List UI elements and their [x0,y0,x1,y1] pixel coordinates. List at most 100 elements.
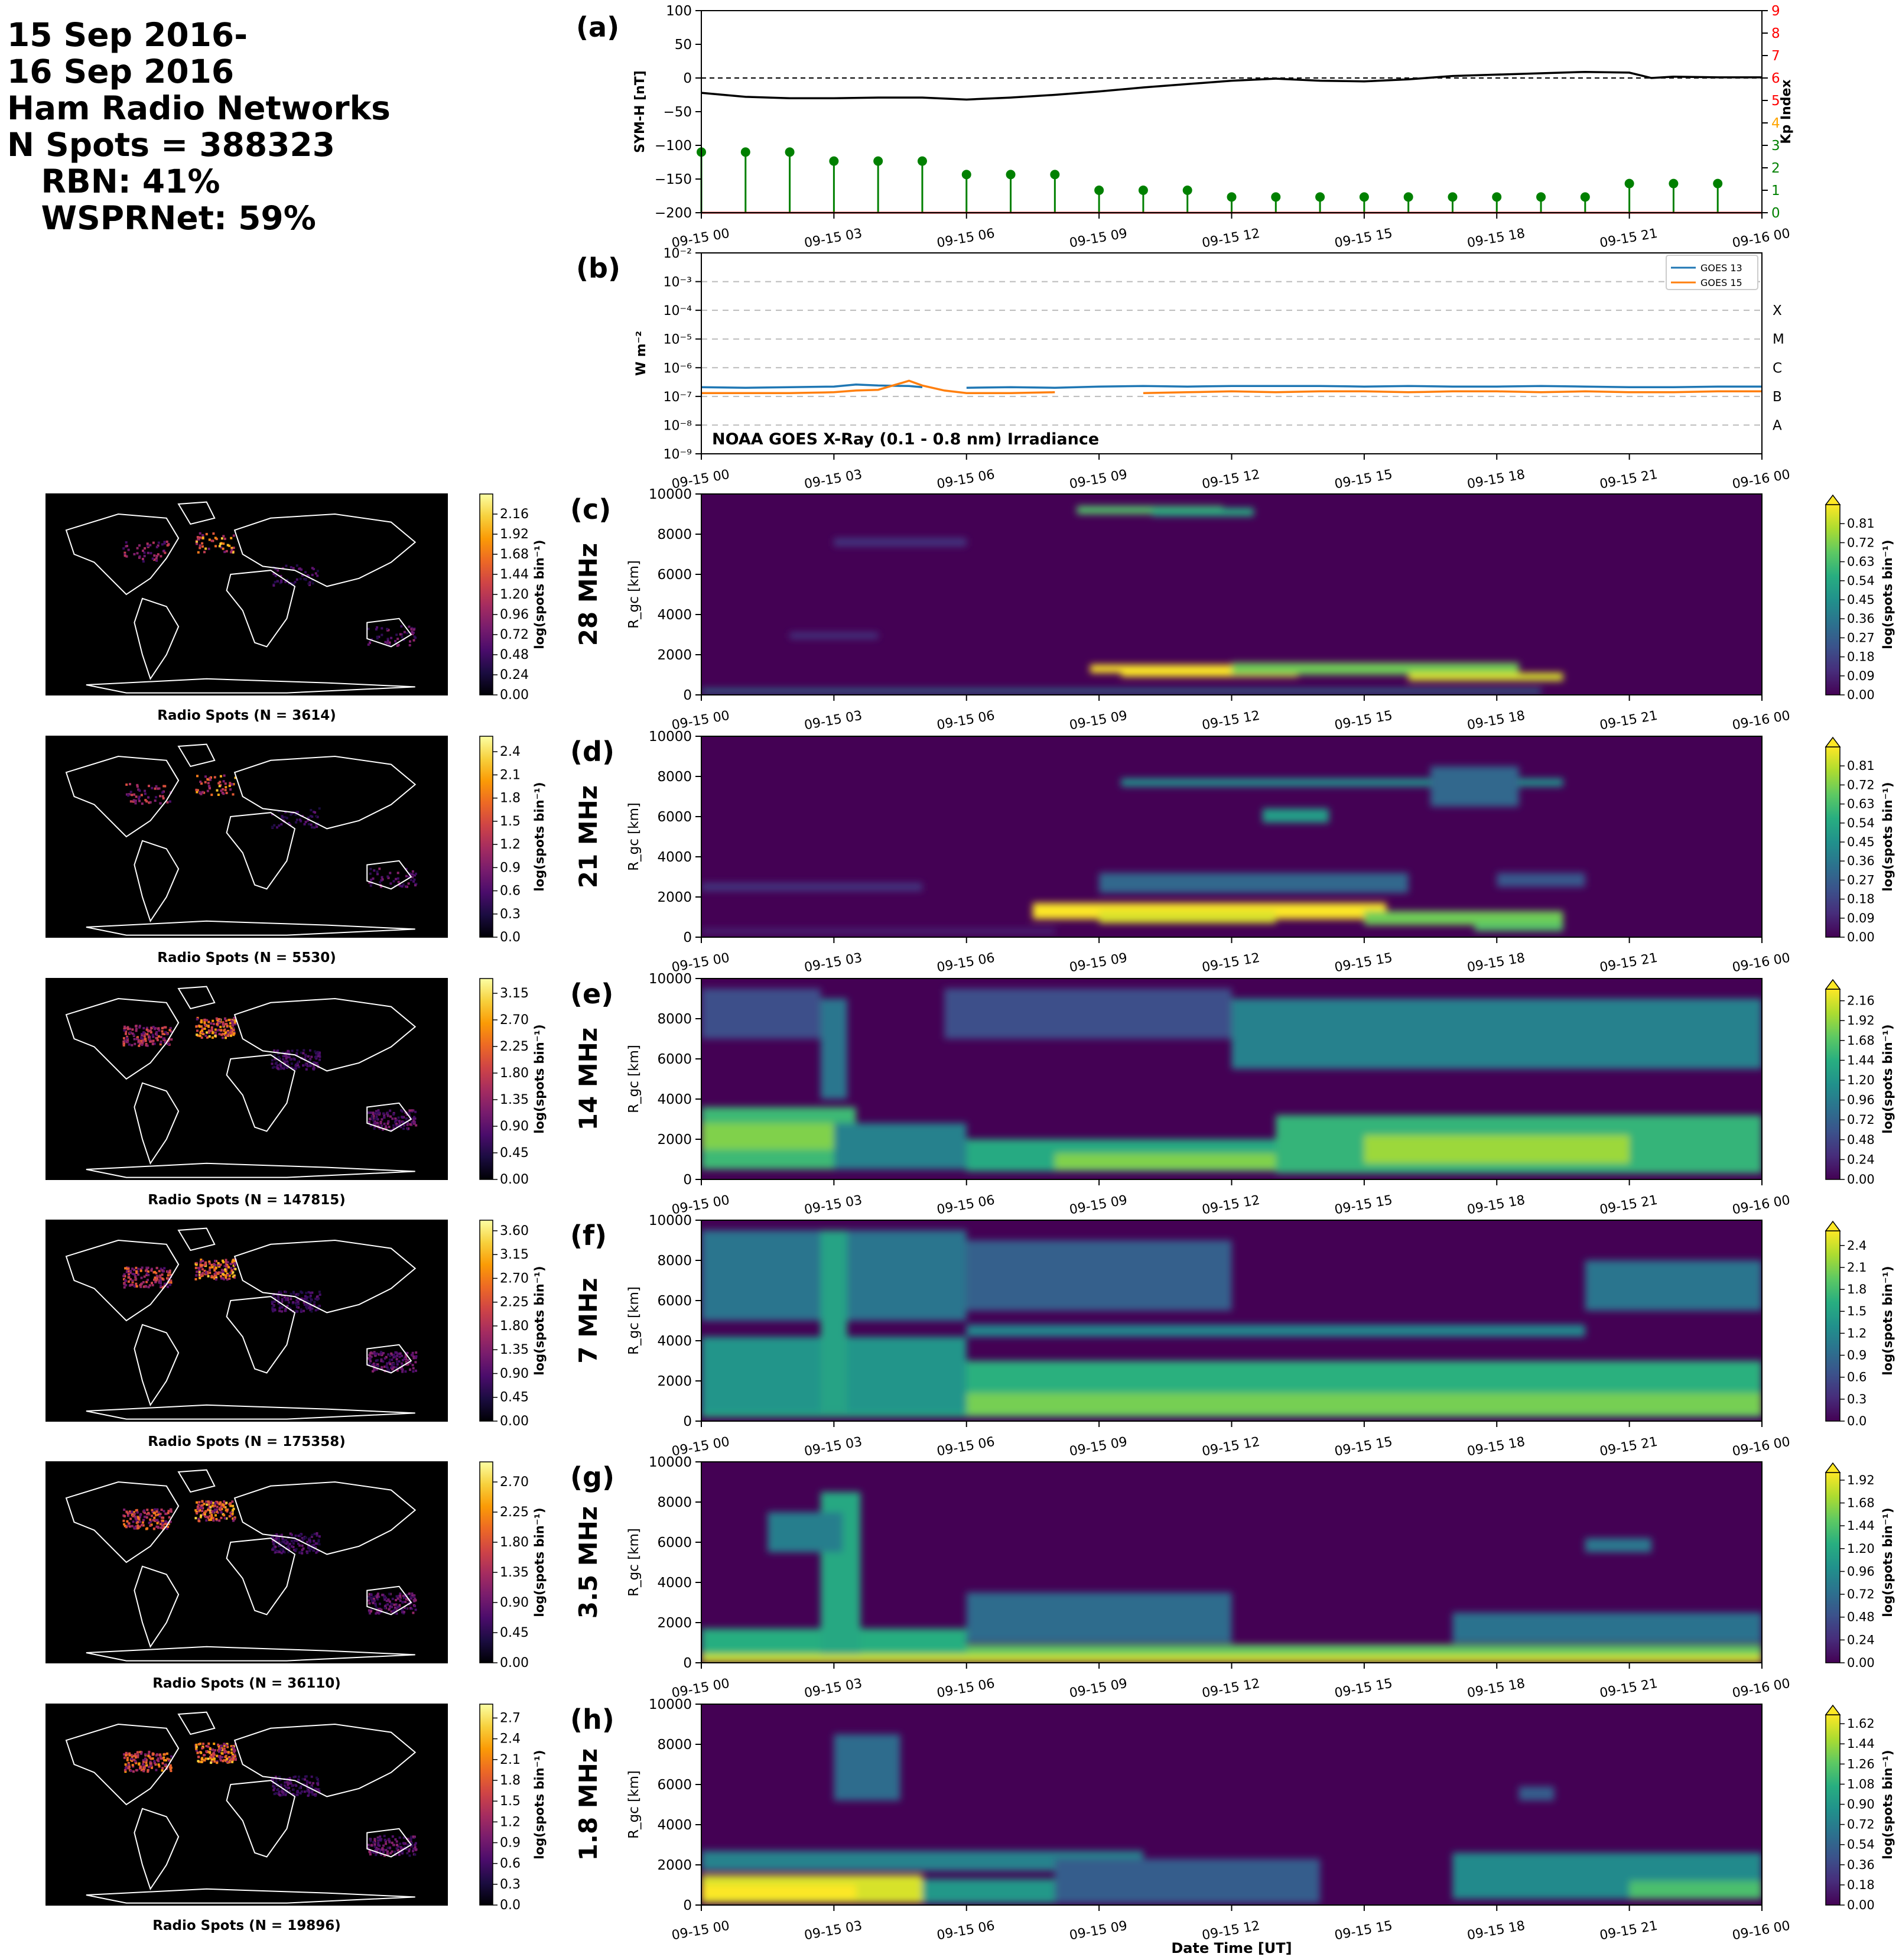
map-spot [212,1517,214,1520]
y-tick-label: 10⁻⁹ [664,447,692,462]
map-spot [218,1519,221,1522]
map-colorbar [479,1461,493,1663]
map-spot [149,801,152,804]
colorbar-tick-label: 0.00 [1847,1172,1875,1187]
map-spot [157,1520,160,1523]
map-spot [408,1113,411,1116]
map-spot [233,1260,236,1263]
map-spot [231,1753,234,1756]
y-tick-label: 6000 [657,1535,692,1551]
map-spot [213,1267,216,1270]
map-spot [162,1516,165,1519]
map-spot [284,1065,287,1068]
header-rbn-share: RBN: 41% [7,162,220,200]
map-spot [134,802,137,805]
map-spot [201,545,204,548]
map-spot [197,1517,200,1520]
map-spot [297,1775,300,1778]
map-spot [388,1838,391,1841]
map-spot [142,1032,145,1035]
x-tick-label: 09-15 18 [1466,226,1526,251]
map-spot [377,1365,379,1368]
map-spot [380,1358,383,1361]
map-spot [152,1035,155,1038]
map-spot [414,872,417,875]
map-spot [388,641,391,644]
map-spot [299,1534,302,1537]
map-coastline [233,1239,417,1314]
map-spot [391,1353,394,1356]
map-spot [220,546,223,549]
map-spot [208,1035,211,1038]
map-spot [369,1124,372,1127]
map-spot [307,817,310,819]
map-spot [212,1019,214,1022]
map-spot [375,628,378,631]
map-spot [163,1526,166,1529]
map-spot [394,1606,396,1609]
map-spot [130,1512,133,1514]
map-spot [294,1775,297,1778]
map-spot [409,1369,411,1371]
map-spot [232,1504,235,1507]
map-spot [298,818,301,821]
map-spot [129,783,131,785]
map-spot [311,579,314,581]
map-spot [278,1776,281,1779]
colorbar-tick-label: 0.72 [1847,1113,1875,1127]
map-colorbar-tick-label: 0.45 [500,1626,529,1640]
map-spot [402,638,405,641]
map-spot [401,1362,404,1365]
map-spot [401,1359,404,1361]
map-coastline [226,812,296,890]
map-colorbar-tick-label: 0.45 [500,1146,529,1161]
map-spot [224,789,227,792]
map-spot [129,1769,132,1772]
map-spot [304,1054,307,1057]
y-tick-label: −200 [655,206,692,221]
map-spot [411,1351,414,1354]
map-spot [395,1603,398,1606]
map-spot [230,1745,233,1748]
heatmap-cell [834,1123,967,1169]
map-spot [141,1266,144,1269]
map-spot [389,1358,391,1361]
map-spot [127,794,130,797]
map-spot [125,1284,128,1287]
map-colorbar-tick-label: 3.15 [500,1247,529,1262]
map-spot [213,1760,216,1763]
colorbar-extend-arrow [1825,1704,1841,1715]
map-spot [140,1751,143,1754]
map-spot [143,1764,146,1767]
map-spot [200,1510,203,1512]
colorbar-label: log(spots bin⁻¹) [1881,1507,1895,1617]
colorbar-tick-label: 0.72 [1847,1818,1875,1832]
map-spot [373,1127,376,1130]
map-spot [170,1030,173,1033]
map-spot [164,1764,167,1767]
map-spot [133,1269,135,1272]
map-spot [158,1281,161,1284]
map-spot [367,1363,370,1366]
x-tick-label: 09-15 15 [1334,951,1394,976]
map-coastline [86,1888,415,1904]
map-spot [125,541,128,544]
map-spot [405,1848,408,1851]
kp-marker [873,156,883,166]
map-spot [151,1282,153,1285]
map-spot [414,1605,417,1607]
map-spot [385,1364,388,1367]
map-spot [214,1028,217,1031]
map-spot [149,1031,152,1033]
map-spot [219,1748,222,1751]
map-spot [142,1519,145,1522]
map-spot [131,1032,134,1035]
map-spot [280,823,283,825]
map-spot [216,1501,219,1504]
map-spot [125,555,128,558]
map-spot [370,1356,373,1358]
map-spot [216,789,219,792]
heatmap-cells [701,1492,1762,1663]
map-spot [219,781,222,784]
map-spot [224,782,227,785]
